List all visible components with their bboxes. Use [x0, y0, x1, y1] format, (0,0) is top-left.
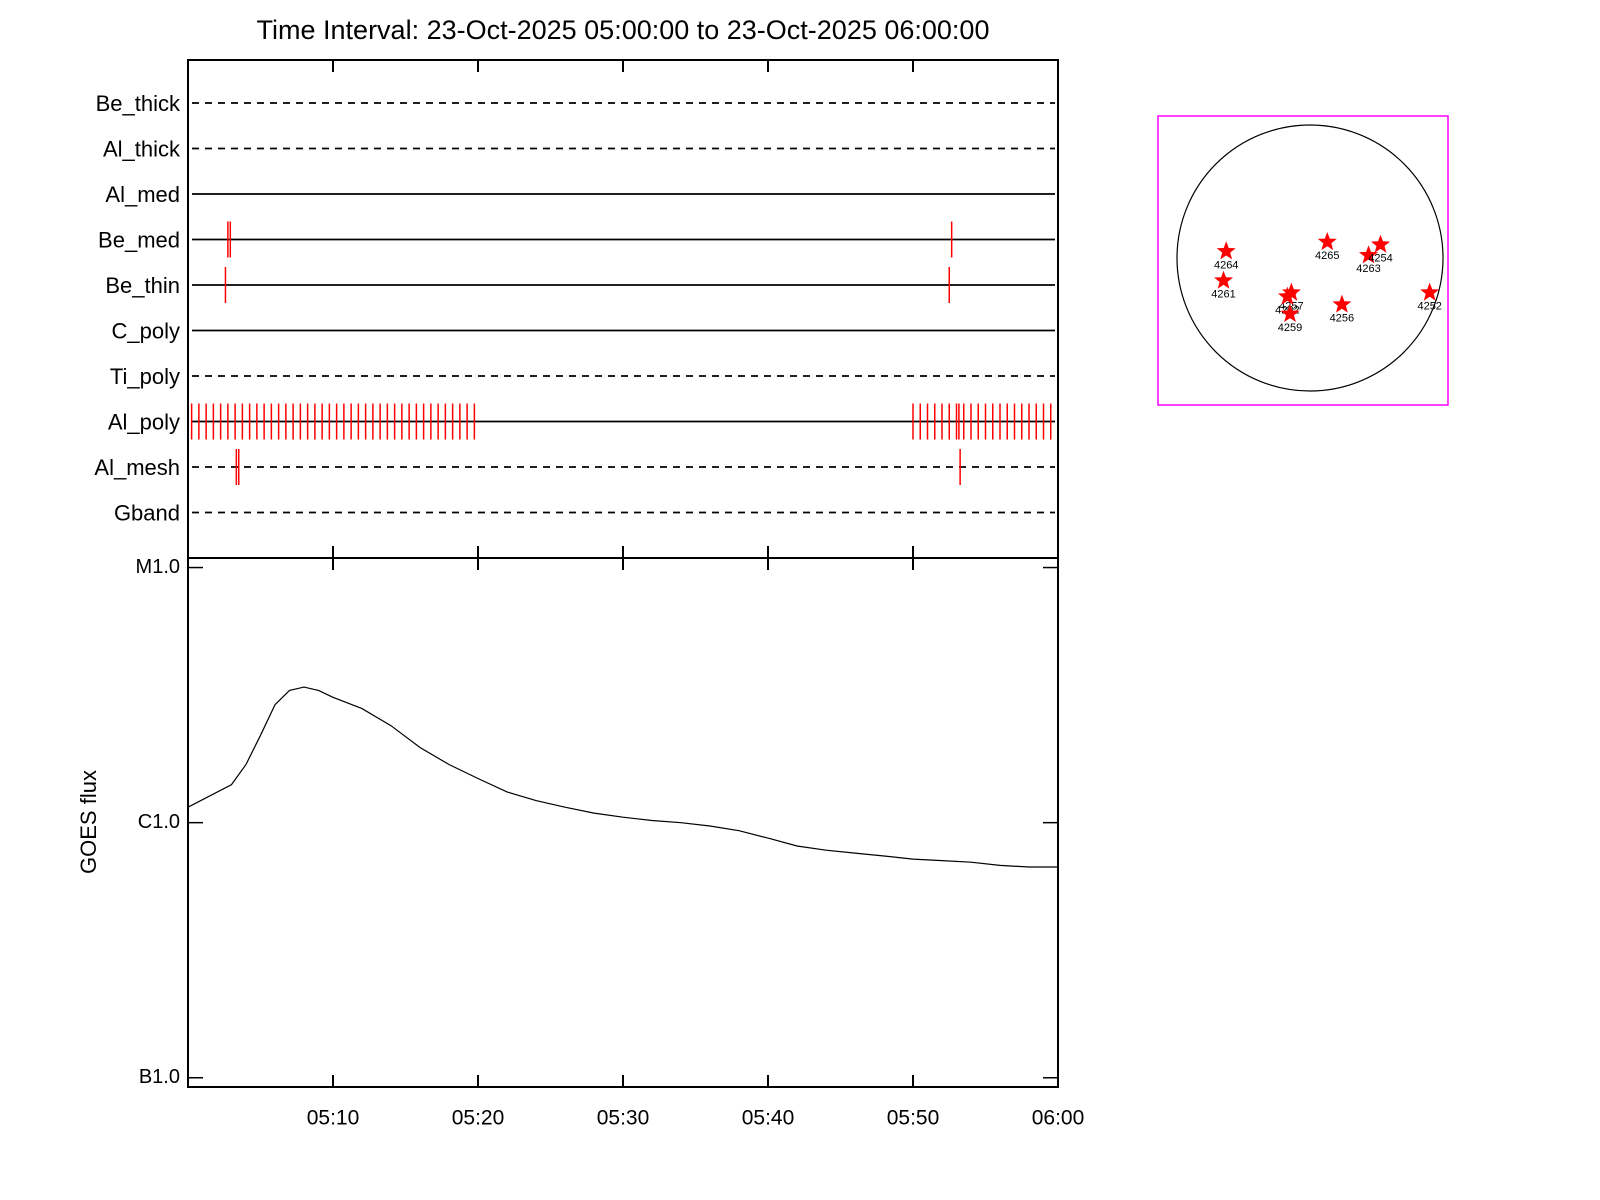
- row-label: Be_med: [98, 227, 180, 252]
- active-region: [1214, 270, 1234, 289]
- active-region: [1332, 294, 1352, 313]
- region-label: 4265: [1315, 250, 1339, 262]
- region-label: 4261: [1211, 289, 1235, 301]
- row-label: C_poly: [112, 318, 180, 343]
- row-label: Al_thick: [103, 136, 181, 161]
- row-label: Be_thick: [96, 91, 181, 116]
- region-label: 4257: [1279, 300, 1303, 312]
- region-label: 4264: [1214, 259, 1238, 271]
- x-tick-label: 05:40: [742, 1107, 795, 1130]
- x-tick-label: 05:10: [307, 1107, 360, 1130]
- row-label: Al_mesh: [94, 455, 180, 480]
- active-region: [1277, 286, 1297, 305]
- y-tick-label: B1.0: [139, 1066, 180, 1088]
- region-label: 4256: [1330, 312, 1354, 324]
- x-tick-label: 06:00: [1032, 1107, 1085, 1130]
- chart-title: Time Interval: 23-Oct-2025 05:00:00 to 2…: [257, 15, 990, 45]
- x-tick-label: 05:30: [597, 1107, 650, 1130]
- active-region: [1216, 241, 1236, 260]
- row-label: Gband: [114, 500, 180, 525]
- y-axis-label: GOES flux: [76, 770, 101, 874]
- event-frame: [187, 59, 1059, 559]
- y-tick-label: M1.0: [136, 556, 180, 578]
- solar-disk: [1176, 124, 1444, 392]
- region-label: 4252: [1417, 300, 1441, 312]
- active-region: [1317, 232, 1337, 251]
- region-label: 4254: [1368, 253, 1392, 265]
- disk-frame: [1157, 115, 1449, 406]
- x-tick-label: 05:50: [887, 1107, 940, 1130]
- row-label: Al_med: [105, 182, 180, 207]
- active-region: [1281, 282, 1301, 301]
- flux-frame: [187, 557, 1059, 1088]
- active-region: [1359, 245, 1378, 264]
- row-label: Al_poly: [108, 409, 180, 434]
- active-region: [1280, 303, 1300, 322]
- y-tick-label: C1.0: [138, 811, 180, 833]
- flux-line: [187, 686, 1058, 868]
- active-region: [1420, 282, 1440, 301]
- x-tick-label: 05:20: [452, 1107, 505, 1130]
- row-label: Be_thin: [105, 273, 180, 298]
- active-region: [1371, 234, 1390, 253]
- row-label: Ti_poly: [110, 364, 180, 389]
- region-label: 4259: [1278, 322, 1302, 334]
- region-label: 4263: [1356, 263, 1380, 275]
